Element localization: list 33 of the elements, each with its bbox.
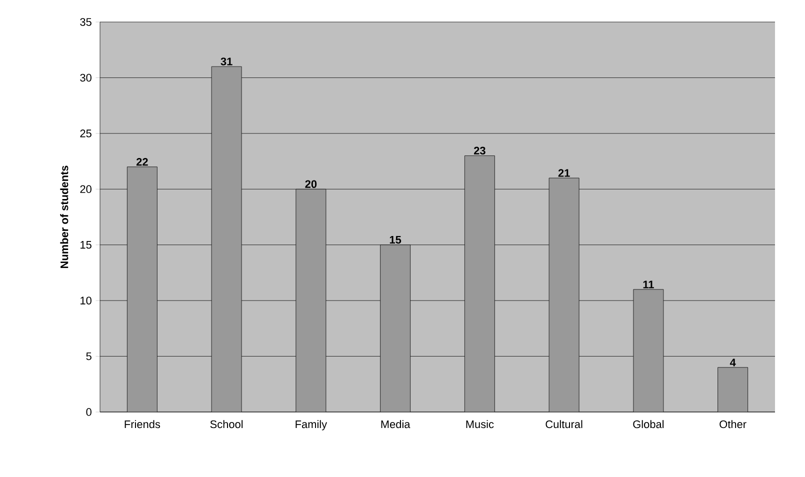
x-tick-label: School — [210, 420, 243, 428]
y-tick-label: 15 — [80, 241, 92, 249]
y-tick-label: 25 — [80, 130, 92, 138]
bar — [126, 166, 158, 412]
y-tick-label: 20 — [80, 185, 92, 194]
bar — [211, 66, 242, 412]
data-label: 22 — [136, 158, 148, 166]
bar — [380, 244, 411, 412]
y-axis-title: Number of students — [60, 166, 68, 268]
bar — [296, 188, 326, 412]
y-tick-label: 0 — [86, 408, 92, 416]
bar — [718, 367, 748, 412]
x-tick-label: Other — [720, 420, 746, 428]
x-tick-label: Music — [466, 420, 494, 428]
x-tick-label: Media — [381, 420, 410, 428]
y-tick-label: 35 — [80, 18, 92, 26]
x-tick-label: Friends — [124, 420, 160, 428]
x-tick-label: Cultural — [546, 420, 582, 428]
data-label: 4 — [730, 358, 736, 366]
y-tick-label: 10 — [80, 296, 92, 304]
data-label: 15 — [390, 236, 402, 244]
data-label: 31 — [220, 58, 232, 66]
data-label: 21 — [558, 169, 570, 177]
bar — [464, 156, 495, 412]
bar — [633, 289, 664, 412]
y-tick-label: 5 — [86, 352, 92, 360]
data-label: 23 — [474, 146, 486, 155]
data-label: 20 — [305, 180, 317, 188]
x-tick-label: Family — [296, 420, 328, 430]
data-label: 11 — [643, 280, 654, 288]
y-tick-label: 30 — [80, 74, 92, 82]
x-tick-label: Global — [633, 420, 664, 428]
bar — [548, 178, 580, 412]
